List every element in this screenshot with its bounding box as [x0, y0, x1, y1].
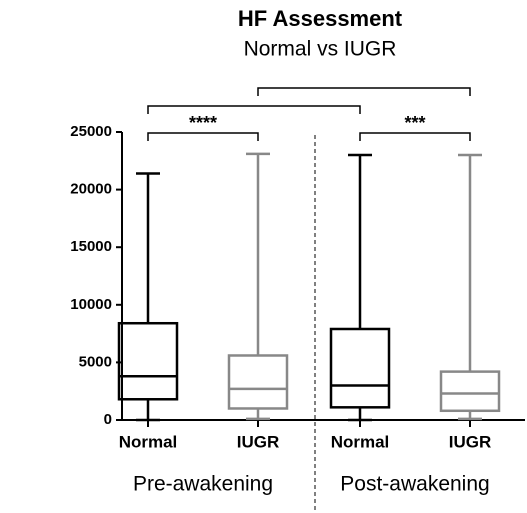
box	[227, 354, 289, 410]
y-tick-label: 10000	[70, 296, 112, 313]
significance-bracket	[147, 105, 361, 114]
chart-title: HF Assessment	[238, 6, 403, 31]
y-tick-label: 20000	[70, 181, 112, 198]
group-label: Post-awakening	[340, 473, 489, 496]
group-label: Pre-awakening	[133, 473, 273, 496]
box	[439, 370, 501, 413]
x-tick-label: Normal	[119, 432, 178, 451]
significance-label: ****	[189, 113, 217, 133]
x-tick-label: Normal	[331, 432, 390, 451]
x-tick-label: IUGR	[449, 432, 492, 451]
box	[117, 321, 179, 401]
y-tick-label: 0	[104, 411, 112, 428]
x-tick-label: IUGR	[237, 432, 280, 451]
significance-bracket	[359, 132, 471, 141]
y-tick-label: 5000	[79, 353, 112, 370]
chart-subtitle: Normal vs IUGR	[244, 38, 397, 61]
box	[329, 327, 391, 409]
significance-label: ***	[404, 113, 425, 133]
significance-bracket	[257, 87, 471, 96]
y-tick-label: 25000	[70, 123, 112, 140]
y-tick-label: 15000	[70, 238, 112, 255]
significance-bracket	[147, 132, 259, 141]
